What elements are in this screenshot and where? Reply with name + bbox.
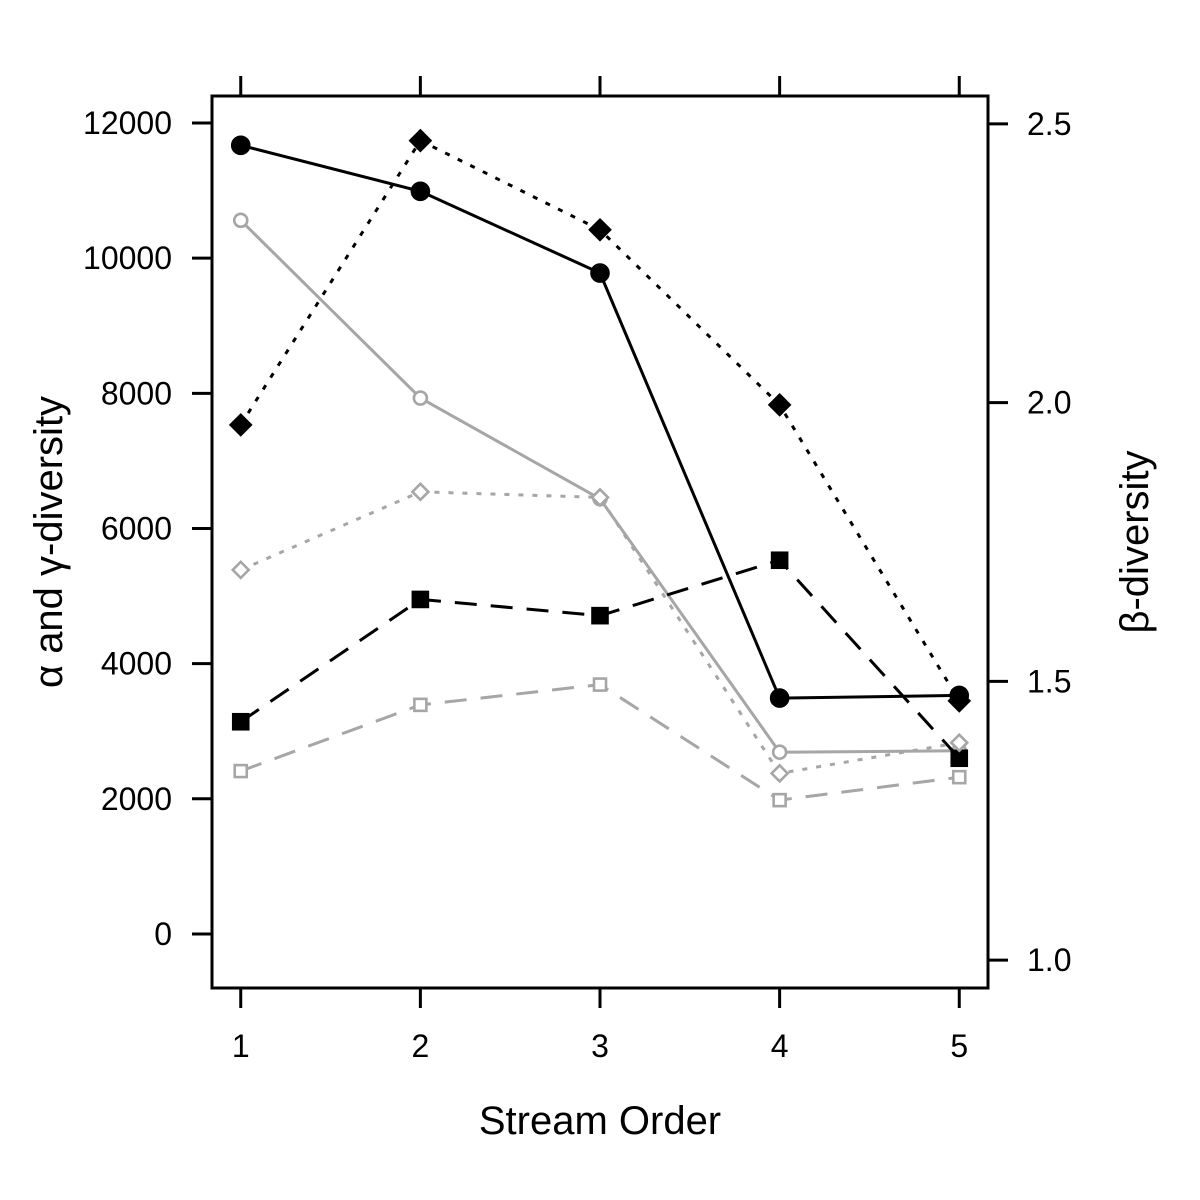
left-y-tick-label: 8000 (101, 375, 172, 411)
x-tick-label: 4 (771, 1028, 789, 1064)
x-tick-label: 1 (232, 1028, 250, 1064)
x-tick-label: 5 (950, 1028, 968, 1064)
left-y-tick-label: 2000 (101, 781, 172, 817)
x-axis-title: Stream Order (479, 1099, 721, 1143)
data-point-diamond (410, 481, 431, 502)
data-point-square (592, 677, 608, 692)
data-point-diamond (769, 763, 790, 784)
data-point-circle (410, 181, 431, 202)
left-y-axis-title: α and γ-diversity (27, 396, 71, 688)
data-point-diamond (588, 217, 612, 242)
data-point-square (413, 697, 428, 713)
series-line (239, 558, 961, 760)
right-y-axis-title: β-diversity (1113, 450, 1157, 633)
data-point-diamond (947, 689, 972, 713)
data-point-square (951, 769, 967, 785)
series-5 (228, 128, 972, 713)
right-y-tick-label: 1.0 (1027, 942, 1071, 978)
data-point-circle (769, 688, 790, 708)
data-point-diamond (590, 487, 610, 508)
data-point-diamond (230, 560, 251, 580)
data-point-square (591, 606, 609, 625)
data-point-square (770, 551, 789, 570)
data-point-diamond (767, 393, 792, 417)
right-y-tick-label: 1.5 (1027, 663, 1071, 699)
left-y-tick-label: 10000 (83, 240, 172, 276)
left-y-tick-label: 6000 (101, 510, 172, 546)
data-point-square (233, 763, 249, 779)
right-y-tick-label: 2.5 (1027, 106, 1071, 142)
data-point-square (772, 792, 787, 808)
data-point-square (411, 590, 430, 609)
data-point-circle (412, 390, 429, 406)
series-4 (233, 677, 967, 808)
series-line (240, 683, 960, 802)
series-6 (230, 481, 970, 784)
x-tick-label: 2 (411, 1028, 429, 1064)
series-line (240, 490, 960, 776)
axis-ticks: 1 2 3 4 5 0 2000 4000 6000 8000 10000 12000 1.0 1.5 2.… (83, 76, 1071, 1064)
x-tick-label: 3 (591, 1028, 609, 1064)
left-y-tick-label: 12000 (83, 105, 172, 141)
left-y-tick-label: 0 (154, 916, 172, 952)
data-point-diamond (949, 732, 970, 753)
data-point-circle (232, 212, 249, 229)
left-y-tick-label: 4000 (101, 646, 172, 682)
right-y-tick-label: 2.0 (1027, 385, 1071, 421)
series-2 (232, 212, 968, 760)
series-layer (228, 128, 972, 808)
data-point-diamond (408, 128, 433, 153)
data-point-square (231, 712, 250, 731)
data-point-diamond (228, 413, 253, 437)
data-point-circle (230, 135, 251, 156)
series-line (239, 219, 960, 754)
data-point-circle (590, 263, 610, 283)
data-point-square (950, 749, 969, 768)
data-point-circle (771, 744, 788, 760)
series-3 (231, 551, 969, 768)
